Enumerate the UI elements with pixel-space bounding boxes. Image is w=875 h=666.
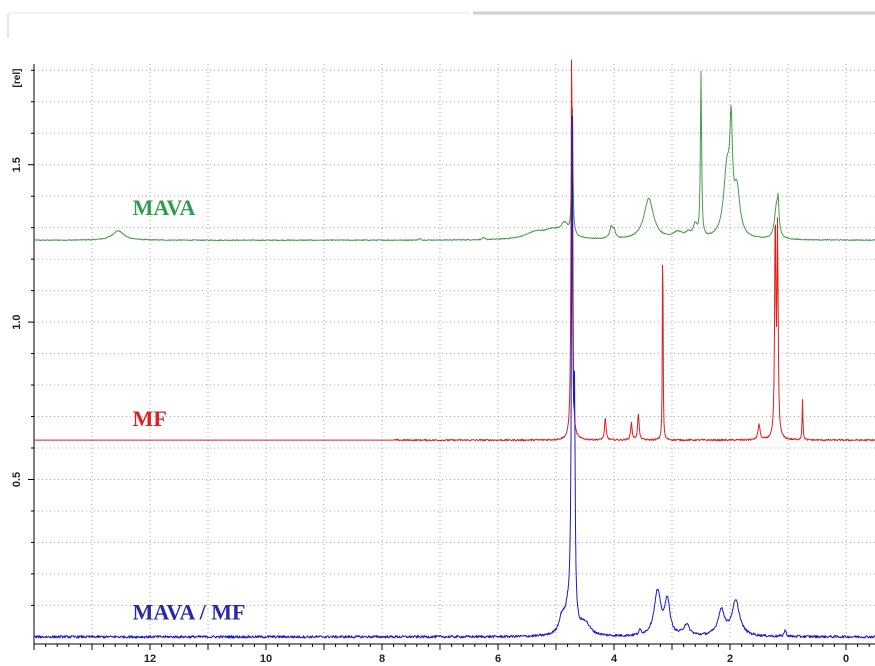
series-line-mava — [33, 70, 875, 242]
x-tick-label: 4 — [611, 653, 618, 665]
series-labels: MAVA MF MAVA / MF — [133, 195, 246, 624]
x-tick-label: 0 — [843, 653, 849, 665]
series-line-mava-mf — [33, 115, 875, 639]
y-tick-label: 0.5 — [11, 472, 23, 487]
x-tick-label: 12 — [144, 653, 156, 665]
y-tick-label: 1.5 — [11, 157, 23, 172]
axes: 12 10 8 6 4 2 0 0.5 1.0 1.5 [rel] — [11, 64, 875, 665]
x-tick-label: 10 — [260, 653, 272, 665]
series-label-mava-mf: MAVA / MF — [133, 600, 246, 625]
grid-lines — [33, 64, 875, 640]
x-tick-label: 6 — [495, 653, 501, 665]
x-tick-label: 8 — [379, 653, 385, 665]
series-line-mf — [34, 59, 875, 442]
y-tick-label: 1.0 — [11, 314, 23, 329]
series-lines — [33, 59, 875, 639]
series-label-mf: MF — [133, 406, 167, 431]
series-label-mava: MAVA — [133, 195, 196, 220]
x-tick-label: 2 — [727, 653, 733, 665]
y-unit-label: [rel] — [12, 69, 23, 88]
